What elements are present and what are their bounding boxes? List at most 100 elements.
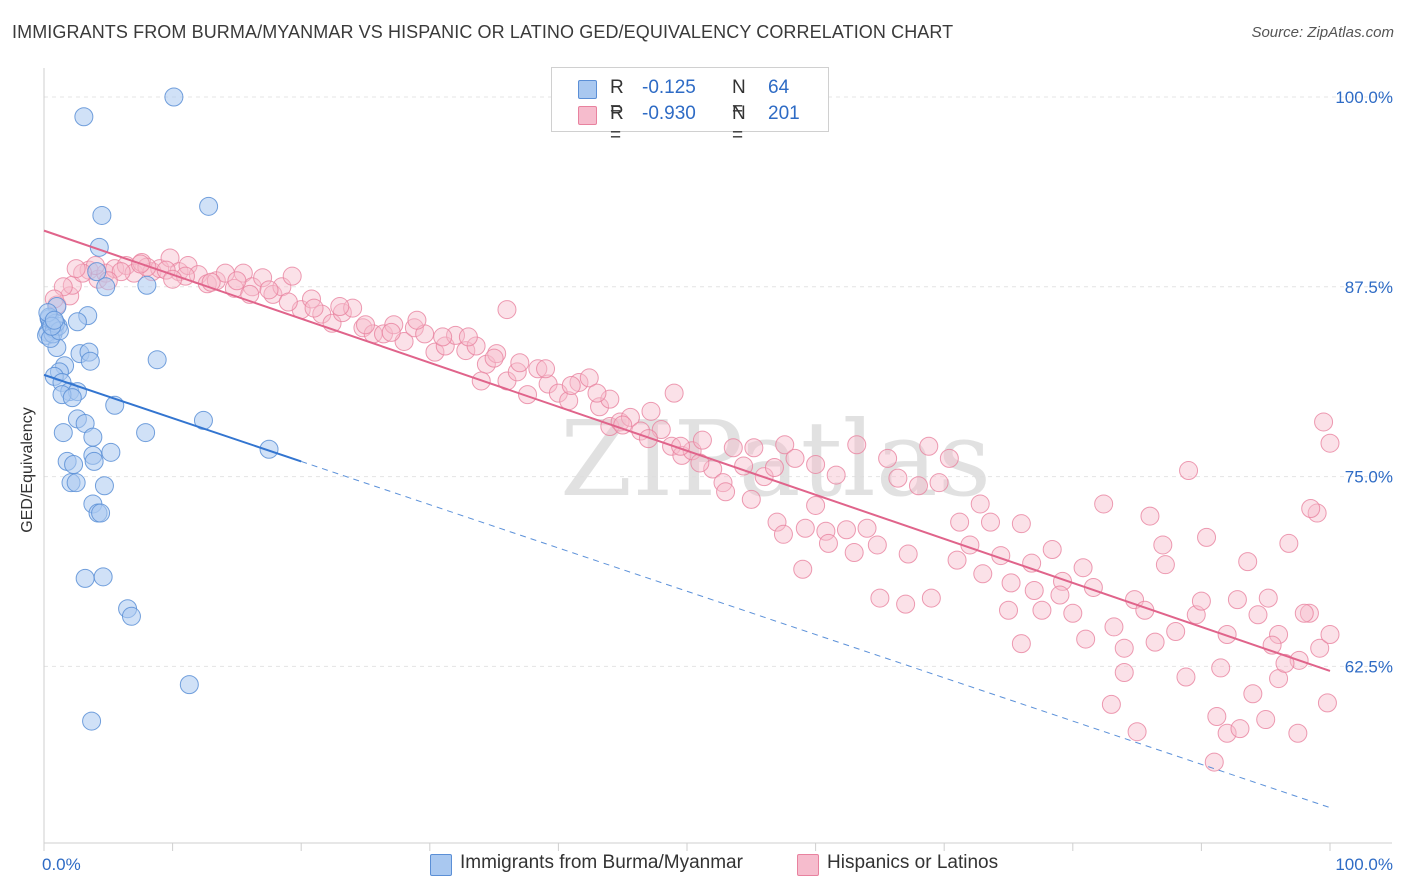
pink-point <box>898 544 918 564</box>
blue-point <box>83 427 103 447</box>
blue-point <box>121 606 141 626</box>
pink-point <box>1320 625 1340 645</box>
pink-r-value: -0.930 <box>642 103 696 124</box>
pink-point <box>1011 514 1031 534</box>
pink-point <box>1217 723 1237 743</box>
pink-point <box>600 389 620 409</box>
pink-point <box>795 518 815 538</box>
pink-point <box>692 430 712 450</box>
pink-point <box>111 262 131 282</box>
pink-point <box>857 518 877 538</box>
pink-point <box>1125 590 1145 610</box>
pink-point <box>569 372 589 392</box>
pink-point <box>1320 433 1340 453</box>
pink-trend-line <box>43 229 1331 672</box>
pink-point <box>1042 539 1062 559</box>
blue-trend-line <box>43 373 302 463</box>
pink-point <box>1294 603 1314 623</box>
blue-point <box>82 711 102 731</box>
pink-point <box>1301 498 1321 518</box>
pink-point <box>66 259 86 279</box>
pink-point <box>1140 506 1160 526</box>
pink-point <box>816 521 836 541</box>
gridlines <box>44 96 1392 667</box>
blue-n-label: N = <box>732 77 746 120</box>
y-tick-label: 87.5% <box>1345 278 1393 297</box>
blue-n-value: 64 <box>768 77 790 98</box>
pink-point <box>253 268 273 288</box>
pink-point <box>1279 533 1299 553</box>
blue-point <box>75 568 95 588</box>
pink-point <box>921 588 941 608</box>
pink-point <box>950 512 970 532</box>
pink-point <box>536 359 556 379</box>
pink-point <box>947 550 967 570</box>
blue-point <box>84 451 104 471</box>
pink-point <box>847 435 867 455</box>
pink-point <box>744 438 764 458</box>
blue-point <box>199 196 219 216</box>
pink-point <box>1197 527 1217 547</box>
pink-point <box>1227 590 1247 610</box>
pink-point <box>767 512 787 532</box>
pink-point <box>497 300 517 320</box>
pink-point <box>806 454 826 474</box>
pink-point <box>1024 580 1044 600</box>
pink-point <box>1032 600 1052 620</box>
pink-point <box>836 520 856 540</box>
pink-point <box>999 600 1018 620</box>
pink-point <box>1101 694 1121 714</box>
pink-point <box>1288 723 1308 743</box>
y-tick-label: 100.0% <box>1335 88 1393 107</box>
pink-point <box>888 468 908 488</box>
pink-point <box>433 327 453 347</box>
pink-point <box>651 420 671 440</box>
blue-r-label: R = <box>610 77 624 120</box>
stats-box: R = -0.125 N = 64 R = -0.930 N = 201 <box>551 67 829 146</box>
blue-point <box>179 675 199 695</box>
pink-point <box>970 494 990 514</box>
blue-point <box>66 473 86 493</box>
pink-point <box>587 383 607 403</box>
blue-point <box>147 350 167 370</box>
pink-point <box>1275 653 1295 673</box>
legend-pink-label: Hispanics or Latinos <box>827 852 999 873</box>
pink-point <box>458 327 478 347</box>
pink-point <box>723 438 743 458</box>
pink-point <box>919 436 939 456</box>
pink-point <box>1114 662 1134 682</box>
blue-point <box>80 351 100 371</box>
pink-point <box>518 385 538 405</box>
blue-point <box>136 423 156 443</box>
blue-point <box>137 275 157 295</box>
pink-point <box>1191 591 1211 611</box>
pink-point <box>690 453 710 473</box>
pink-point <box>826 465 846 485</box>
pink-point <box>1063 603 1083 623</box>
pink-point <box>773 524 793 544</box>
blue-point <box>259 439 279 459</box>
pink-point <box>929 473 949 493</box>
blue-point <box>67 312 87 332</box>
pink-point <box>304 298 324 318</box>
pink-point <box>528 359 548 379</box>
pink-n-label: N = <box>732 103 746 146</box>
pink-point <box>561 376 581 396</box>
legend-pink-swatch <box>797 854 819 876</box>
pink-point <box>1299 603 1319 623</box>
blue-point <box>74 107 94 127</box>
pink-point <box>682 441 702 461</box>
pink-r-label: R = <box>610 103 624 146</box>
blue-point <box>53 423 73 443</box>
pink-point <box>1310 638 1330 658</box>
pink-point <box>579 368 599 388</box>
pink-point <box>510 353 530 373</box>
pink-n-value: 201 <box>768 103 800 124</box>
chart-title: IMMIGRANTS FROM BURMA/MYANMAR VS HISPANI… <box>12 22 954 42</box>
pink-point <box>1166 621 1186 641</box>
blue-point <box>94 476 114 496</box>
pink-point <box>282 266 302 286</box>
pink-point <box>1269 625 1289 645</box>
pink-point <box>1317 693 1337 713</box>
blue-point <box>91 503 111 523</box>
